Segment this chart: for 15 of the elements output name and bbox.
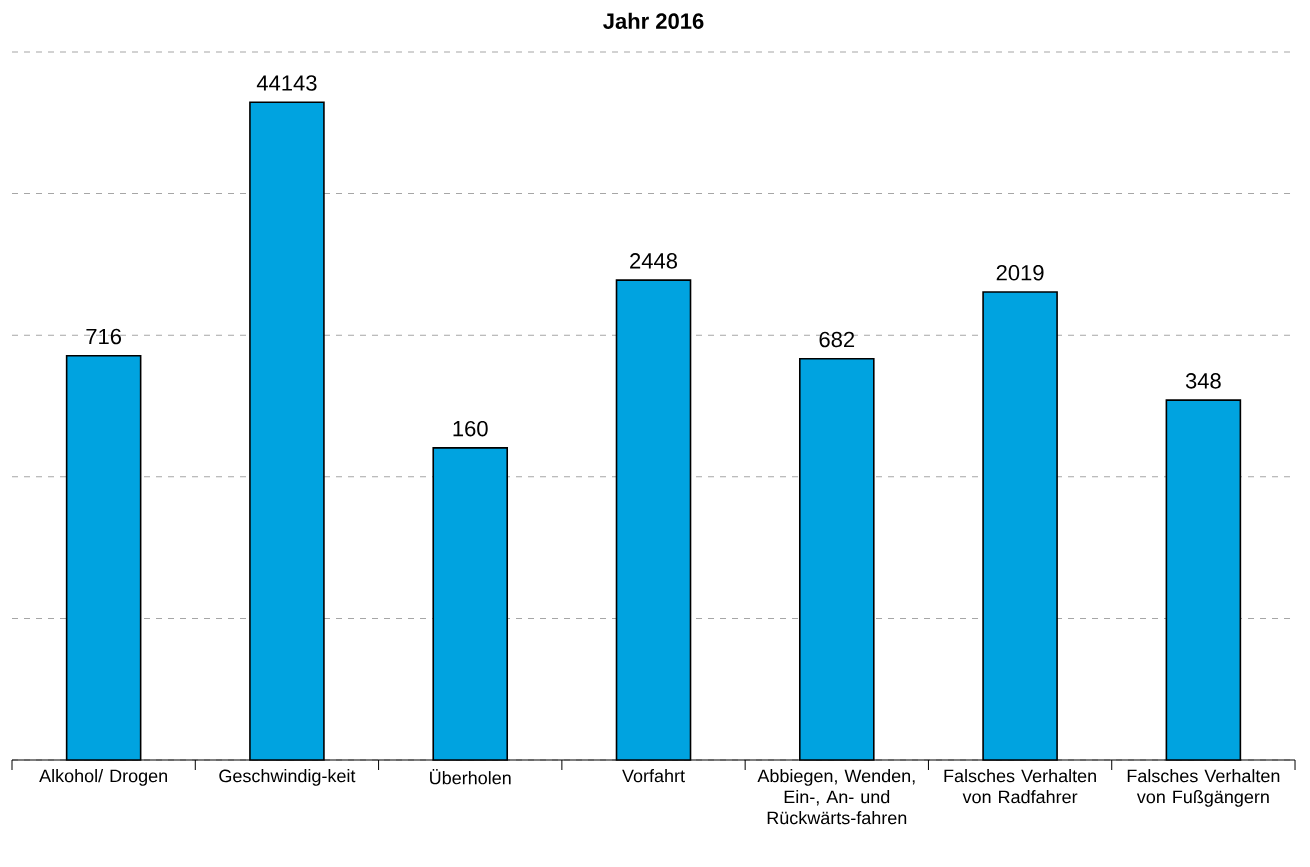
data-label: 2448 <box>630 253 677 269</box>
x-tick-label: Vorfahrt <box>622 769 685 783</box>
x-tick-label: Abbiegen, Wenden, Ein-, An- und Rückwärts-fahren <box>757 769 915 825</box>
x-tick-label: Falsches Verhalten von Fußgängern <box>1127 769 1280 807</box>
data-label: 348 <box>1185 373 1221 389</box>
x-tick-label: Falsches Verhalten von Radfahrer <box>944 769 1096 804</box>
x-tick-label: Überholen <box>430 769 511 785</box>
data-label: 2019 <box>996 264 1044 281</box>
data-label: 682 <box>819 331 855 348</box>
x-tick-label: Alkohol/ Drogen <box>39 769 167 786</box>
x-tick-label: Geschwindig-keit <box>219 769 356 786</box>
data-label: 160 <box>453 420 488 437</box>
data-label: 716 <box>86 328 122 345</box>
data-label: 44143 <box>256 75 317 91</box>
chart-title: Jahr 2016 <box>603 12 704 29</box>
